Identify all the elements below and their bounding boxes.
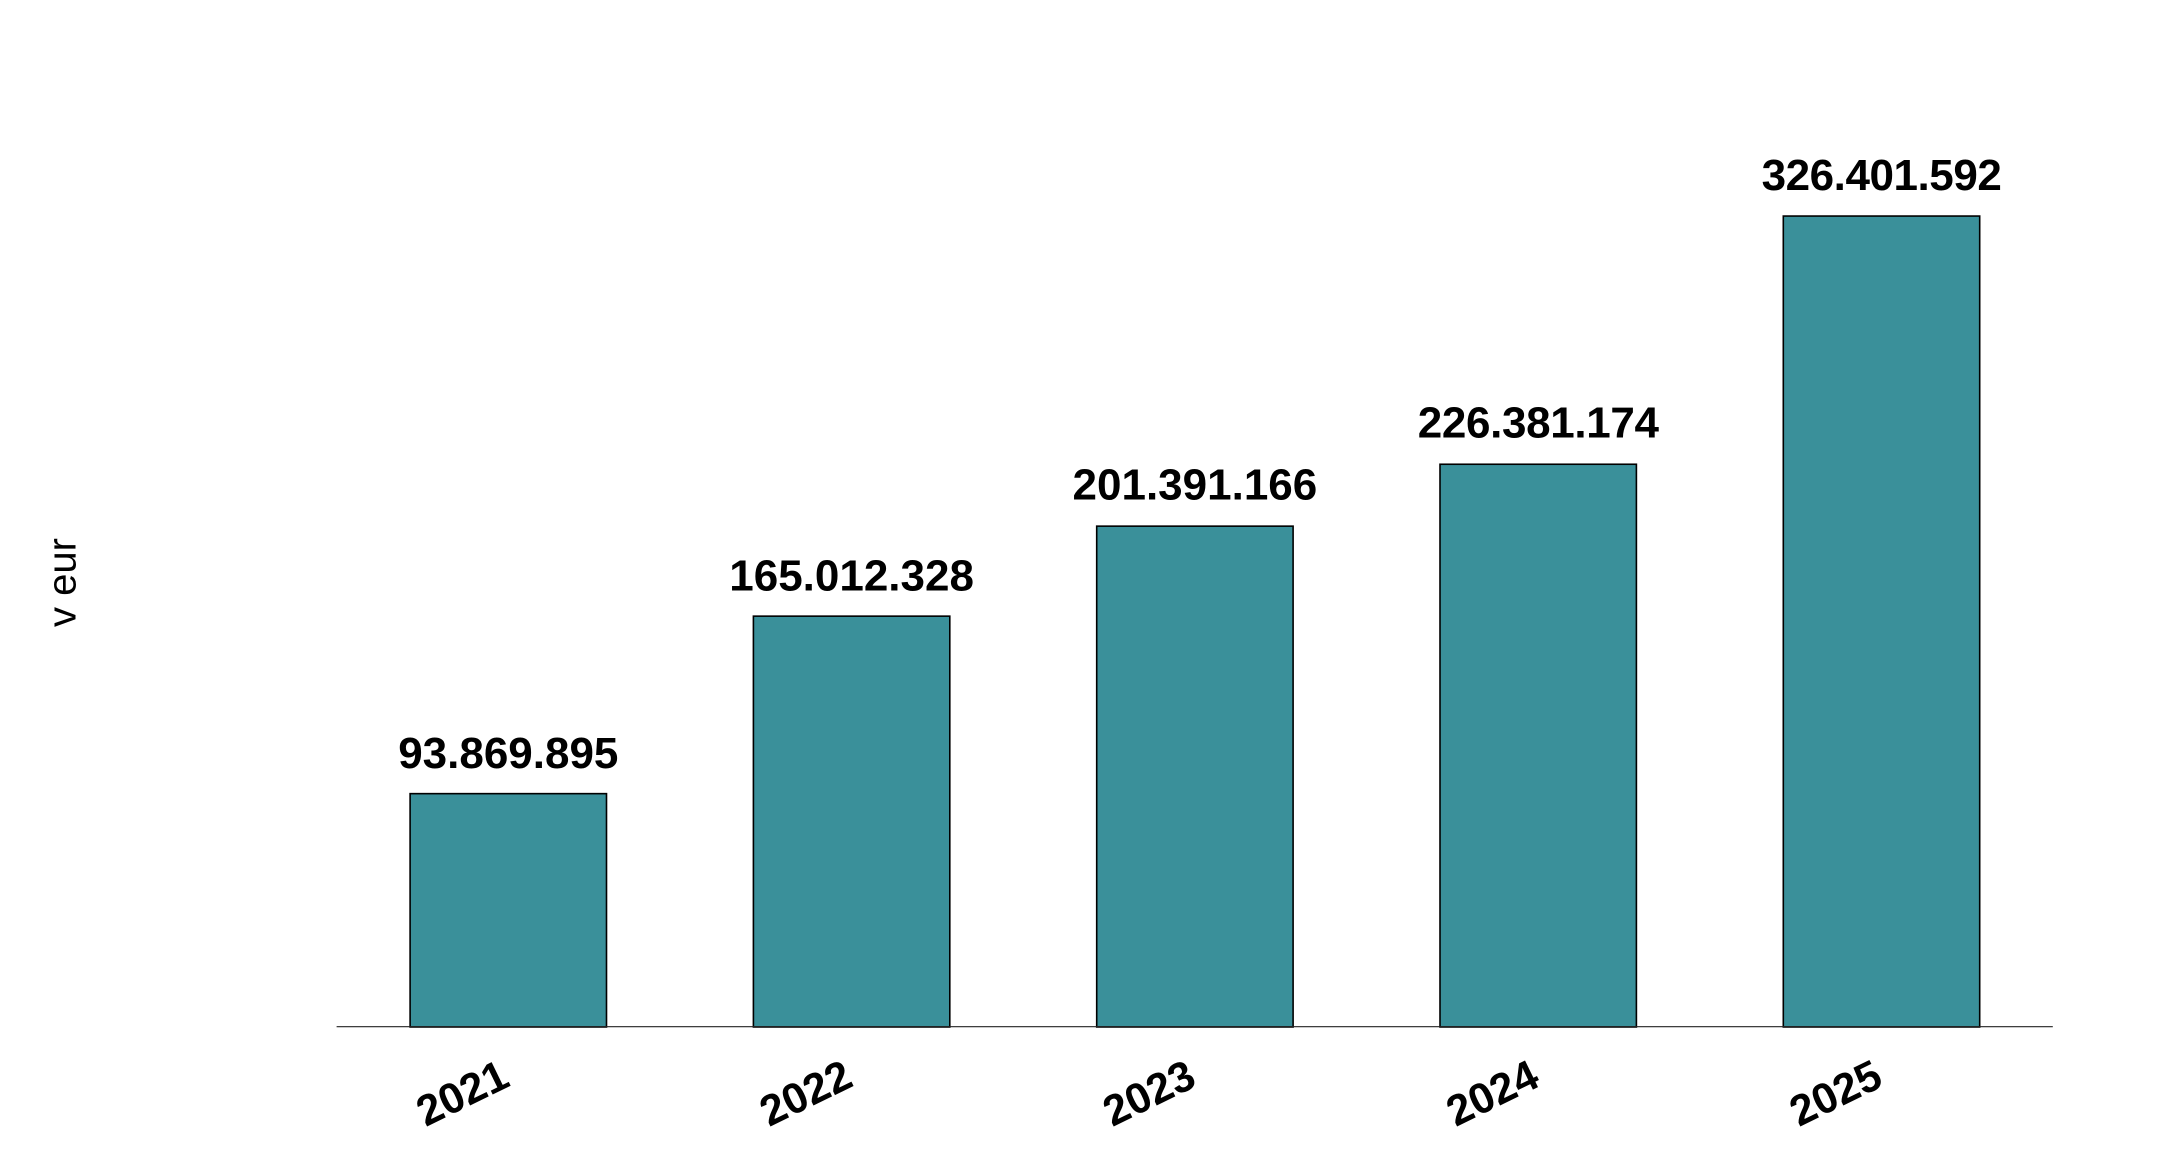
svg-text:201.391.166: 201.391.166 <box>1073 461 1318 510</box>
svg-text:v eur: v eur <box>41 538 85 627</box>
svg-text:165.012.328: 165.012.328 <box>729 552 974 601</box>
svg-text:226.381.174: 226.381.174 <box>1418 398 1660 447</box>
svg-text:93.869.895: 93.869.895 <box>398 729 618 778</box>
svg-text:326.401.592: 326.401.592 <box>1762 151 2002 200</box>
